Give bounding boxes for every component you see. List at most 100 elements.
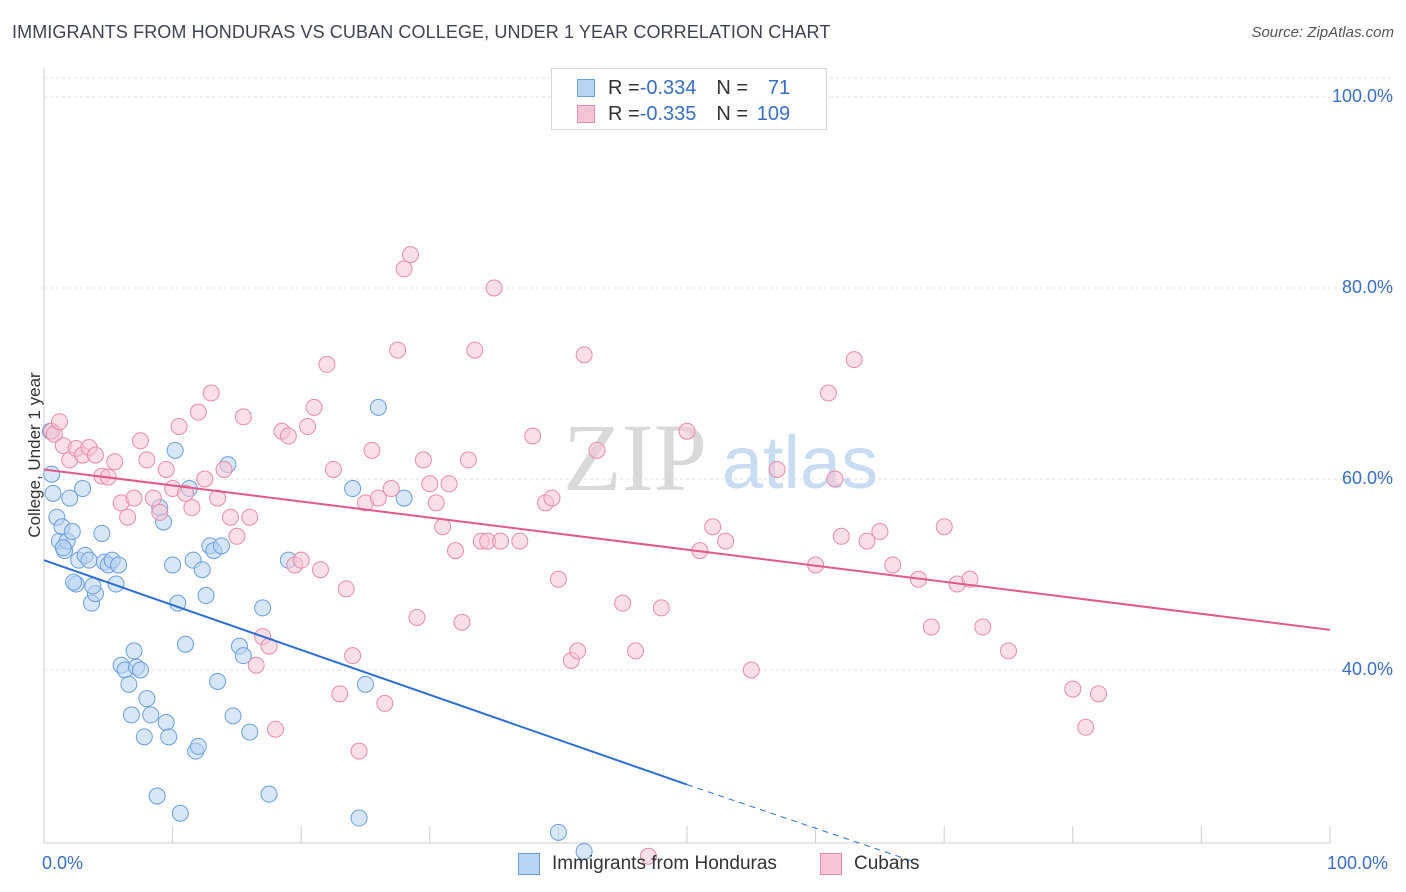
point-cubans — [183, 499, 201, 517]
point-cubans — [344, 647, 362, 665]
bottom-legend-label: Immigrants from Honduras — [552, 853, 777, 874]
trend-lines — [43, 468, 1331, 862]
point-honduras — [166, 441, 184, 459]
x-tick-label-max: 100.0% — [1327, 853, 1389, 873]
y-axis-label: College, Under 1 year — [25, 372, 44, 538]
point-cubans — [922, 618, 940, 636]
x-tick-label-min: 0.0% — [42, 853, 84, 873]
legend-n-value: 109 — [756, 102, 791, 125]
point-cubans — [247, 656, 265, 674]
point-cubans — [434, 518, 452, 536]
point-honduras — [160, 728, 178, 746]
point-cubans — [305, 398, 323, 416]
point-honduras — [135, 728, 153, 746]
point-honduras — [212, 537, 230, 555]
point-cubans — [742, 661, 760, 679]
trend-line-honduras — [43, 559, 688, 786]
point-cubans — [826, 470, 844, 488]
point-cubans — [86, 446, 104, 464]
source-label: Source: ZipAtlas.com — [1251, 24, 1394, 41]
point-cubans — [569, 642, 587, 660]
point-honduras — [395, 489, 413, 507]
point-honduras — [575, 842, 593, 860]
point-cubans — [543, 489, 561, 507]
point-cubans — [402, 246, 420, 264]
point-cubans — [189, 403, 207, 421]
point-cubans — [408, 608, 426, 626]
axes — [43, 68, 1331, 844]
point-cubans — [639, 847, 657, 865]
point-cubans — [176, 484, 194, 502]
watermark-atlas: atlas — [722, 421, 878, 504]
point-cubans — [678, 422, 696, 440]
point-cubans — [215, 460, 233, 478]
point-honduras — [74, 480, 92, 498]
point-cubans — [511, 532, 529, 550]
point-honduras — [254, 599, 272, 617]
point-honduras — [122, 706, 140, 724]
point-cubans — [1090, 685, 1108, 703]
point-honduras — [63, 523, 81, 541]
point-cubans — [717, 532, 735, 550]
point-honduras — [110, 556, 128, 574]
point-cubans — [935, 518, 953, 536]
point-cubans — [266, 720, 284, 738]
point-cubans — [421, 475, 439, 493]
point-cubans — [845, 351, 863, 369]
point-honduras — [65, 573, 83, 591]
data-points — [41, 246, 1108, 865]
point-honduras — [84, 577, 102, 595]
point-honduras — [176, 635, 194, 653]
legend-row-cubans: R = -0.335 N = 109 — [577, 103, 790, 125]
point-cubans — [144, 489, 162, 507]
point-honduras — [197, 587, 215, 605]
point-cubans — [138, 451, 156, 469]
chart-title: IMMIGRANTS FROM HONDURAS VS CUBAN COLLEG… — [12, 22, 831, 42]
point-cubans — [1077, 718, 1095, 736]
point-cubans — [524, 427, 542, 445]
point-honduras — [138, 690, 156, 708]
point-honduras — [350, 809, 368, 827]
y-tick-label: 100.0% — [1331, 86, 1393, 106]
point-cubans — [331, 685, 349, 703]
point-cubans — [151, 503, 169, 521]
point-cubans — [871, 523, 889, 541]
point-honduras — [93, 524, 111, 542]
point-honduras — [241, 723, 259, 741]
point-honduras — [148, 787, 166, 805]
point-cubans — [627, 642, 645, 660]
point-cubans — [447, 542, 465, 560]
point-honduras — [260, 785, 278, 803]
point-cubans — [221, 508, 239, 526]
point-honduras — [549, 823, 567, 841]
point-cubans — [202, 384, 220, 402]
point-honduras — [120, 675, 138, 693]
point-cubans — [1064, 680, 1082, 698]
point-honduras — [80, 551, 98, 569]
point-honduras — [164, 556, 182, 574]
correlation-legend: R = -0.334 N = 71 R = -0.335 N = 109 — [551, 68, 827, 130]
point-cubans — [427, 494, 445, 512]
point-cubans — [350, 742, 368, 760]
point-cubans — [292, 551, 310, 569]
point-cubans — [652, 599, 670, 617]
point-honduras — [43, 465, 61, 483]
point-cubans — [961, 570, 979, 588]
trend-line-cubans — [43, 468, 1331, 631]
point-cubans — [575, 346, 593, 364]
legend-n-label: N = — [716, 102, 749, 125]
point-honduras — [234, 647, 252, 665]
point-cubans — [453, 613, 471, 631]
point-cubans — [234, 408, 252, 426]
point-cubans — [106, 453, 124, 471]
point-cubans — [459, 451, 477, 469]
point-cubans — [588, 441, 606, 459]
point-cubans — [50, 413, 68, 431]
legend-swatch-cubans — [577, 105, 595, 123]
point-cubans — [125, 489, 143, 507]
point-honduras — [344, 480, 362, 498]
legend-swatch-honduras — [577, 79, 595, 97]
point-cubans — [119, 508, 137, 526]
point-honduras — [209, 672, 227, 690]
point-honduras — [131, 661, 149, 679]
